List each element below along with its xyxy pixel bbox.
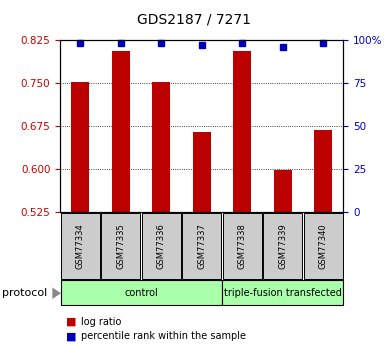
Text: protocol: protocol bbox=[2, 288, 47, 298]
Text: log ratio: log ratio bbox=[81, 317, 122, 326]
Bar bbox=[233, 51, 251, 212]
Text: control: control bbox=[124, 288, 158, 298]
Text: percentile rank within the sample: percentile rank within the sample bbox=[81, 332, 246, 341]
Text: GSM77335: GSM77335 bbox=[116, 223, 125, 269]
Text: GSM77334: GSM77334 bbox=[76, 223, 85, 269]
Text: ■: ■ bbox=[66, 317, 76, 326]
Bar bbox=[193, 132, 211, 212]
Text: GDS2187 / 7271: GDS2187 / 7271 bbox=[137, 12, 251, 26]
Bar bbox=[152, 82, 170, 212]
Text: GSM77340: GSM77340 bbox=[319, 223, 327, 269]
Text: GSM77339: GSM77339 bbox=[278, 223, 287, 269]
Text: GSM77336: GSM77336 bbox=[157, 223, 166, 269]
Text: GSM77337: GSM77337 bbox=[197, 223, 206, 269]
Text: triple-fusion transfected: triple-fusion transfected bbox=[224, 288, 341, 298]
Bar bbox=[274, 170, 292, 212]
Bar bbox=[112, 51, 130, 212]
Text: GSM77338: GSM77338 bbox=[238, 223, 247, 269]
Bar bbox=[314, 130, 332, 212]
Text: ■: ■ bbox=[66, 332, 76, 341]
Bar bbox=[71, 82, 90, 212]
